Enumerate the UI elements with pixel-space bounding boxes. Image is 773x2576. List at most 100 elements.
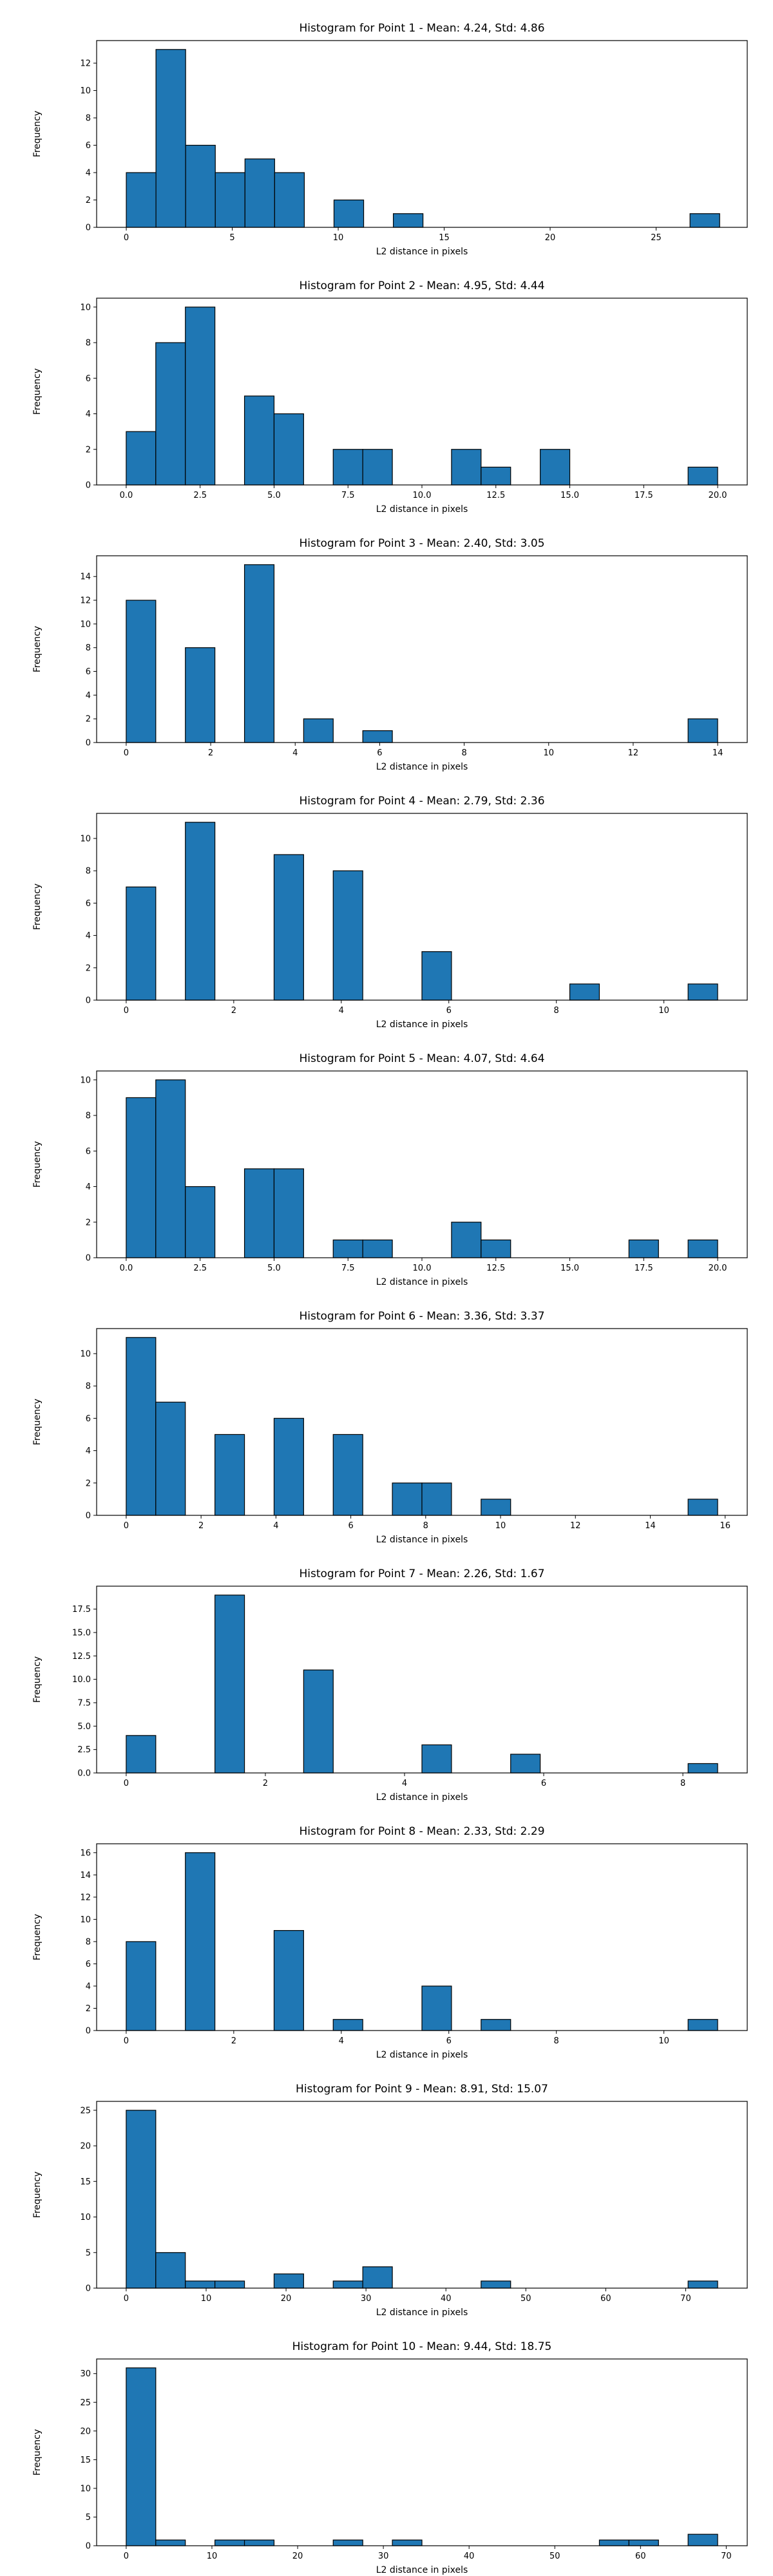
x-tick-label: 60 — [635, 2552, 646, 2561]
y-tick-label: 4 — [86, 691, 91, 701]
x-tick-label: 0 — [124, 233, 129, 243]
x-axis-label: L2 distance in pixels — [376, 762, 468, 772]
histogram-bar — [332, 449, 363, 486]
histogram-bar — [126, 431, 157, 486]
histogram-bar — [126, 2110, 157, 2289]
histogram-bar — [185, 307, 216, 486]
histogram-panel-9: Histogram for Point 9 - Mean: 8.91, Std:… — [32, 2083, 748, 2318]
y-tick-label: 10 — [80, 303, 91, 312]
x-tick-label: 12.5 — [486, 1264, 505, 1273]
x-tick-label: 0 — [124, 2552, 129, 2561]
x-tick-label: 10 — [658, 1006, 669, 1016]
y-axis-label: Frequency — [32, 626, 43, 672]
x-tick-label: 0 — [124, 2036, 129, 2046]
y-tick-label: 10 — [80, 620, 91, 629]
histogram-bar — [273, 1930, 304, 2031]
x-tick-label: 6 — [348, 1521, 353, 1531]
x-tick-label: 14 — [645, 1521, 656, 1531]
x-tick-label: 12 — [570, 1521, 581, 1531]
y-tick-label: 2 — [86, 715, 91, 724]
y-tick-label: 25 — [80, 2106, 91, 2116]
y-tick-label: 17.5 — [72, 1605, 91, 1615]
histogram-bar — [155, 1079, 186, 1258]
y-tick-label: 15 — [80, 2456, 91, 2465]
y-tick-label: 10 — [80, 1075, 91, 1085]
x-tick-label: 20 — [281, 2294, 292, 2304]
x-tick-label: 10.0 — [413, 1264, 432, 1273]
histogram-bar — [421, 951, 452, 1001]
x-tick-label: 6 — [446, 1006, 452, 1016]
histogram-bar — [215, 1595, 245, 1774]
histogram-bar — [185, 822, 216, 1001]
y-tick-label: 2 — [86, 196, 91, 205]
x-tick-label: 16 — [720, 1521, 730, 1531]
x-tick-label: 4 — [292, 748, 298, 758]
histogram-bar — [687, 2280, 718, 2289]
y-tick-label: 0 — [86, 739, 91, 748]
chart-title: Histogram for Point 3 - Mean: 2.40, Std:… — [299, 537, 544, 550]
x-tick-label: 15.0 — [560, 491, 579, 500]
x-tick-label: 7.5 — [341, 1264, 355, 1273]
x-tick-label: 10 — [658, 2036, 669, 2046]
x-tick-label: 2.5 — [193, 491, 207, 500]
x-axis-label: L2 distance in pixels — [376, 1019, 468, 1030]
histogram-bar — [155, 49, 186, 228]
x-tick-label: 8 — [680, 1779, 685, 1788]
x-tick-label: 15 — [439, 233, 450, 243]
plot-frame — [96, 1328, 748, 1516]
histogram-bar — [362, 449, 393, 486]
x-tick-label: 60 — [600, 2294, 611, 2304]
histogram-bar — [332, 870, 363, 1001]
x-tick-label: 12.5 — [486, 491, 505, 500]
histogram-bar — [332, 2280, 363, 2289]
x-tick-label: 15.0 — [560, 1264, 579, 1273]
histogram-bar — [332, 1239, 363, 1258]
y-tick-label: 6 — [86, 141, 91, 151]
histogram-panel-5: Histogram for Point 5 - Mean: 4.07, Std:… — [32, 1052, 748, 1287]
x-tick-label: 2 — [231, 2036, 236, 2046]
chart-title: Histogram for Point 6 - Mean: 3.36, Std:… — [299, 1310, 544, 1323]
x-tick-label: 10 — [201, 2294, 212, 2304]
histogram-panel-7: Histogram for Point 7 - Mean: 2.26, Std:… — [32, 1567, 748, 1803]
histogram-bar — [540, 449, 571, 486]
y-tick-label: 0 — [86, 223, 91, 233]
y-tick-label: 4 — [86, 1446, 91, 1456]
x-tick-label: 8 — [423, 1521, 428, 1531]
histogram-bar — [362, 2266, 393, 2289]
x-tick-label: 20 — [545, 233, 556, 243]
histogram-bar — [481, 1239, 511, 1258]
x-tick-label: 2.5 — [193, 1264, 207, 1273]
chart-title: Histogram for Point 9 - Mean: 8.91, Std:… — [296, 2083, 548, 2096]
x-tick-label: 0 — [124, 1521, 129, 1531]
y-tick-label: 4 — [86, 1182, 91, 1192]
y-tick-label: 16 — [80, 1848, 91, 1858]
y-tick-label: 14 — [80, 1871, 91, 1880]
y-tick-label: 30 — [80, 2369, 91, 2379]
x-tick-label: 17.5 — [635, 1264, 653, 1273]
histogram-bar — [215, 172, 245, 228]
histogram-bar — [243, 395, 275, 486]
histogram-bar — [687, 1763, 718, 1774]
histogram-bar — [126, 600, 157, 743]
y-tick-label: 4 — [86, 1982, 91, 1991]
x-tick-label: 17.5 — [635, 491, 653, 500]
histogram-bar — [362, 1239, 393, 1258]
y-tick-label: 8 — [86, 1937, 91, 1947]
x-tick-label: 30 — [361, 2294, 372, 2304]
y-tick-label: 10 — [80, 2213, 91, 2222]
histogram-bar — [126, 172, 157, 228]
histogram-bar — [185, 647, 216, 743]
y-tick-label: 4 — [86, 169, 91, 178]
histogram-bar — [155, 1401, 186, 1516]
x-tick-label: 2 — [208, 748, 213, 758]
histogram-bar — [392, 213, 424, 228]
histogram-bar — [155, 342, 186, 486]
histogram-bar — [185, 1186, 216, 1258]
histogram-bar — [569, 983, 600, 1001]
histogram-bar — [273, 2273, 304, 2289]
histogram-panel-2: Histogram for Point 2 - Mean: 4.95, Std:… — [32, 279, 748, 515]
x-tick-label: 10.0 — [413, 491, 432, 500]
histogram-bar — [243, 564, 275, 743]
histogram-panel-4: Histogram for Point 4 - Mean: 2.79, Std:… — [32, 795, 748, 1030]
y-axis-label: Frequency — [32, 2429, 43, 2476]
